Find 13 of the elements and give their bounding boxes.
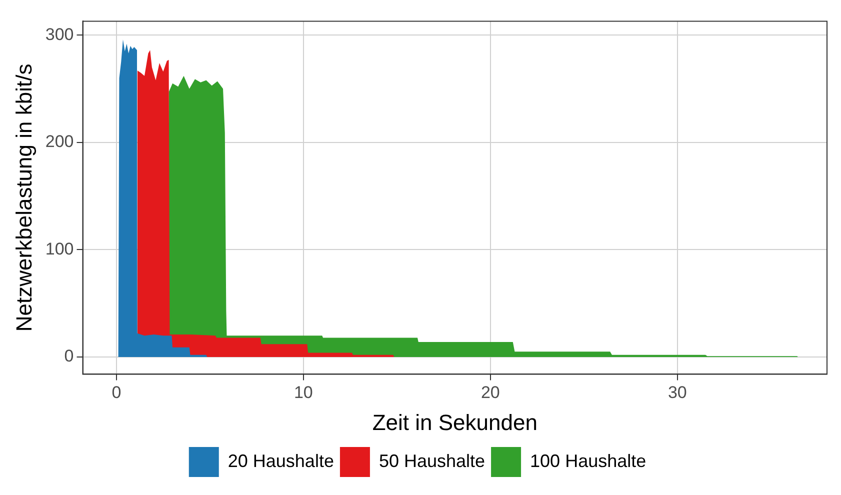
y-axis-title: Netzwerkbelastung in kbit/s (11, 64, 36, 332)
x-tick-label: 30 (668, 383, 687, 402)
legend-label: 20 Haushalte (228, 450, 334, 471)
x-axis-title: Zeit in Sekunden (372, 410, 538, 435)
y-tick-label: 300 (45, 24, 74, 44)
y-tick-label: 100 (45, 239, 74, 258)
y-tick-label: 200 (45, 132, 74, 152)
y-tick-label: 0 (64, 346, 74, 366)
x-tick-label: 10 (294, 383, 313, 402)
legend-label: 50 Haushalte (378, 450, 486, 471)
x-tick-label: 0 (112, 383, 122, 402)
legend-label: 100 Haushalte (530, 450, 646, 471)
x-tick-label: 20 (480, 383, 500, 402)
